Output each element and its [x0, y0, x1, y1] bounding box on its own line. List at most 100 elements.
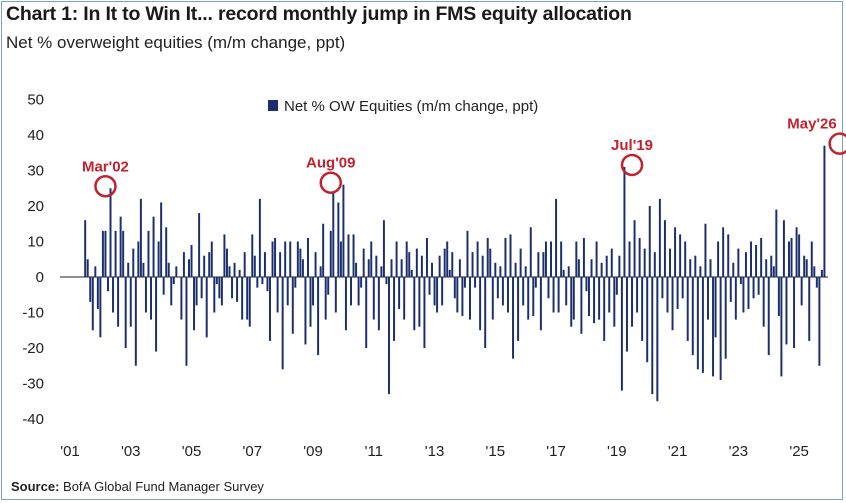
bar: [750, 241, 752, 277]
annotations: Mar'02 Aug'09 Jul'19 May'26: [82, 116, 846, 198]
bar: [114, 230, 117, 277]
bar: [165, 227, 168, 277]
legend-swatch: [268, 100, 278, 111]
bar: [314, 252, 317, 277]
bar: [334, 277, 337, 313]
bar: [193, 277, 196, 331]
bar: [312, 277, 315, 306]
bar: [676, 277, 679, 309]
bar: [623, 166, 626, 277]
bar: [762, 277, 765, 327]
bar: [704, 223, 707, 277]
bar: [286, 277, 289, 306]
bar: [142, 262, 145, 277]
bar: [413, 277, 416, 331]
bar: [542, 252, 545, 277]
y-tick-label: 0: [36, 269, 44, 286]
bar: [544, 241, 547, 277]
y-tick-label: 30: [27, 163, 44, 180]
x-tick-label: '25: [789, 443, 809, 460]
bar: [605, 255, 608, 277]
x-tick-label: '23: [729, 443, 749, 460]
chart-subtitle: Net % overweight equities (m/m change, p…: [6, 33, 346, 52]
bar: [109, 188, 112, 277]
x-tick-label: '05: [182, 443, 202, 460]
annotation-label: May'26: [787, 116, 836, 133]
y-tick-label: -20: [22, 340, 44, 357]
bar: [296, 241, 299, 277]
bar: [423, 277, 426, 348]
y-tick-label: -40: [22, 411, 44, 428]
bar: [94, 266, 97, 277]
bar: [172, 277, 175, 285]
bar: [132, 248, 135, 277]
bar: [742, 277, 745, 313]
bar: [674, 227, 677, 277]
bar: [380, 266, 383, 277]
bar: [269, 277, 271, 341]
bar: [274, 237, 277, 277]
bar: [443, 248, 446, 277]
bar: [795, 227, 798, 277]
y-axis-ticks: -40 -30 -20 -10 0 10 20 30 40 50: [22, 92, 44, 429]
bar: [752, 277, 755, 299]
bar: [134, 277, 137, 366]
bar: [466, 230, 469, 277]
bar: [446, 241, 449, 277]
bar: [425, 237, 428, 277]
bar: [403, 277, 406, 320]
bar: [803, 255, 806, 277]
bar: [139, 198, 142, 277]
bar: [474, 277, 477, 288]
bar: [301, 259, 304, 277]
x-tick-label: '11: [365, 443, 383, 460]
bar: [739, 277, 742, 285]
bar: [734, 277, 737, 320]
bar: [524, 266, 527, 277]
bar: [529, 227, 532, 277]
bar: [309, 277, 312, 327]
bar: [527, 277, 530, 320]
bar: [238, 269, 241, 277]
bar: [160, 202, 163, 277]
bar: [119, 216, 122, 277]
bar: [744, 252, 747, 277]
bar: [276, 277, 279, 313]
bar: [420, 255, 423, 277]
bar: [175, 266, 178, 277]
bar: [398, 277, 401, 309]
bar: [790, 237, 793, 277]
bar: [486, 237, 489, 277]
bar: [137, 241, 140, 277]
bar: [332, 191, 335, 277]
bar: [147, 230, 150, 277]
bar: [598, 277, 601, 320]
bar: [798, 234, 801, 277]
bar: [808, 277, 811, 341]
bar: [382, 220, 385, 277]
bar: [271, 241, 274, 277]
bar: [539, 277, 542, 331]
bar: [494, 262, 497, 277]
bar: [144, 277, 147, 313]
bar: [800, 277, 803, 306]
bar: [565, 277, 568, 306]
bar: [575, 241, 578, 277]
bar: [788, 241, 790, 277]
bar: [782, 220, 785, 277]
bar: [681, 277, 684, 299]
bar: [501, 277, 504, 306]
bar: [393, 277, 396, 341]
bar: [319, 266, 322, 277]
bar: [491, 277, 494, 320]
bar: [84, 220, 87, 277]
bar: [618, 255, 621, 277]
bar: [400, 259, 403, 277]
bar: [215, 277, 218, 285]
bar: [436, 277, 439, 313]
bar: [770, 255, 773, 277]
bar: [104, 230, 107, 277]
bar: [777, 277, 780, 317]
bar: [732, 262, 735, 277]
bar: [205, 277, 208, 338]
